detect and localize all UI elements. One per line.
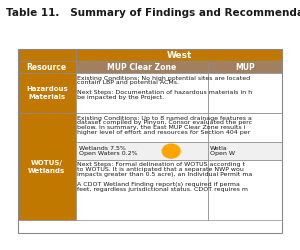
Text: MUP: MUP xyxy=(236,62,255,72)
Text: Wetlands 7.5%: Wetlands 7.5% xyxy=(79,146,125,151)
Text: Next Steps: Documentation of hazardous materials in h: Next Steps: Documentation of hazardous m… xyxy=(77,90,252,95)
Bar xyxy=(76,160,208,220)
Text: MUP Clear Zone: MUP Clear Zone xyxy=(107,62,177,72)
Text: be impacted by the Project.: be impacted by the Project. xyxy=(77,95,164,100)
Text: below. In summary, the East MUP Clear Zone results i: below. In summary, the East MUP Clear Zo… xyxy=(77,125,246,130)
Bar xyxy=(208,142,282,160)
Text: Next Steps: Formal delineation of WOTUS according t: Next Steps: Formal delineation of WOTUS … xyxy=(77,162,245,168)
Text: contain LBP and potential ACMs.: contain LBP and potential ACMs. xyxy=(77,80,179,86)
Text: Existing Conditions: Up to 8 named drainage features a: Existing Conditions: Up to 8 named drain… xyxy=(77,116,252,120)
Text: West: West xyxy=(167,50,192,59)
Bar xyxy=(18,61,76,73)
Bar xyxy=(76,142,208,160)
Bar xyxy=(18,73,76,114)
Text: Wetla: Wetla xyxy=(210,146,227,151)
Text: Existing Conditions: No high potential sites are located: Existing Conditions: No high potential s… xyxy=(77,76,250,80)
Text: higher level of effort and resources for Section 404 per: higher level of effort and resources for… xyxy=(77,130,250,135)
Bar xyxy=(76,73,208,114)
Text: Table 11.   Summary of Findings and Recommendations: Table 11. Summary of Findings and Recomm… xyxy=(6,8,300,18)
Bar xyxy=(208,73,282,114)
Bar xyxy=(208,61,282,73)
Bar xyxy=(208,160,282,220)
Bar xyxy=(76,114,208,142)
Text: WOTUS/
Wetlands: WOTUS/ Wetlands xyxy=(28,160,65,174)
Text: dataset compiled by Pinyon, Consor evaluated the perc: dataset compiled by Pinyon, Consor evalu… xyxy=(77,120,252,126)
Text: Resource: Resource xyxy=(27,62,67,72)
Circle shape xyxy=(162,144,180,158)
Text: feet, regardless jurisdictional status. CDOT requires m: feet, regardless jurisdictional status. … xyxy=(77,186,248,192)
Text: Open W: Open W xyxy=(210,150,235,156)
Bar xyxy=(18,49,76,61)
Bar xyxy=(18,114,76,220)
Bar xyxy=(18,49,282,233)
Bar xyxy=(76,61,208,73)
Text: A CDOT Wetland Finding report(s) required if perma: A CDOT Wetland Finding report(s) require… xyxy=(77,182,240,187)
Text: Open Waters 0.2%: Open Waters 0.2% xyxy=(79,150,137,156)
Text: impacts greater than 0.5 acre), an Individual Permit ma: impacts greater than 0.5 acre), an Indiv… xyxy=(77,172,253,177)
Bar xyxy=(76,49,282,61)
Text: Hazardous
Materials: Hazardous Materials xyxy=(26,86,68,100)
Text: to WOTUS. It is anticipated that a separate NWP wou: to WOTUS. It is anticipated that a separ… xyxy=(77,167,244,172)
Bar xyxy=(208,114,282,142)
